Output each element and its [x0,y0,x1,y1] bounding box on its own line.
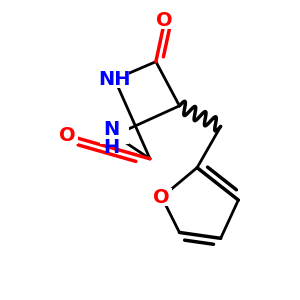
Bar [100,70,129,88]
Bar [57,126,78,144]
Bar [154,12,175,29]
Bar [100,126,129,144]
Text: O: O [59,126,76,145]
Text: O: O [156,11,173,30]
Text: O: O [154,188,170,207]
Bar [152,188,172,206]
Text: N: N [103,120,120,139]
Text: NH: NH [98,70,131,89]
Text: H: H [103,138,120,157]
